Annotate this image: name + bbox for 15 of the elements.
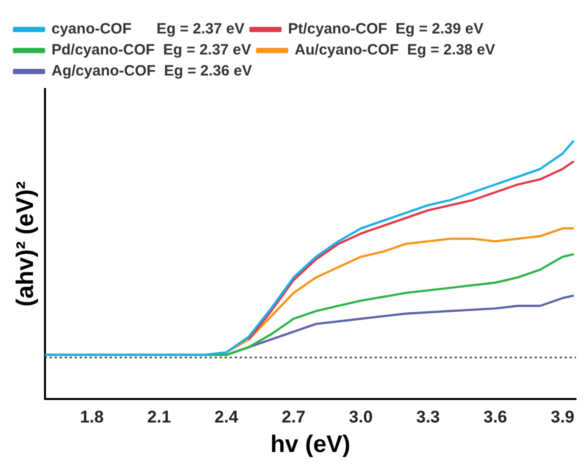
- legend-label: Ag/cyano-COF Eg = 2.36 eV: [52, 62, 252, 80]
- legend-label: Au/cyano-COF Eg = 2.38 eV: [294, 42, 496, 59]
- x-tick-label: 3.9: [550, 408, 574, 427]
- x-tick-label: 2.4: [214, 408, 239, 427]
- x-tick-label: 2.1: [147, 408, 171, 427]
- legend-label: Pt/cyano-COF Eg = 2.39 eV: [288, 20, 484, 38]
- x-tick-label: 3.6: [483, 408, 508, 427]
- x-tick-label: 2.7: [282, 408, 306, 427]
- x-tick-label: 1.8: [80, 408, 104, 427]
- x-tick-label: 3.0: [349, 408, 373, 427]
- legend-label: cyano-COF Eg = 2.37 eV: [52, 20, 244, 38]
- x-tick-label: 3.3: [416, 408, 440, 427]
- legend-label: Pd/cyano-COF Eg = 2.37 eV: [52, 42, 252, 59]
- x-axis-title: hv (eV): [270, 431, 350, 458]
- y-axis-title: (ahv)² (eV)²: [12, 181, 40, 307]
